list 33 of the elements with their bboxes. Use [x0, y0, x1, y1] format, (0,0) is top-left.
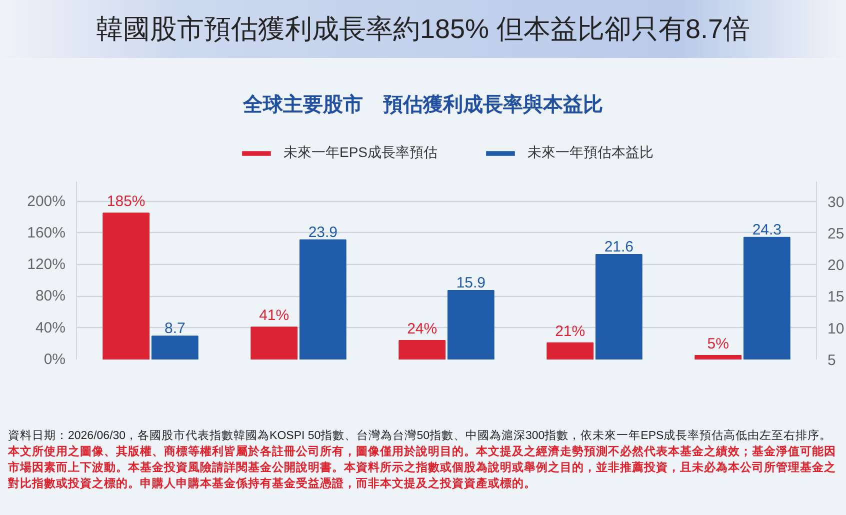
bar [102, 212, 150, 360]
data-label: 21% [555, 322, 586, 340]
y2-tick-label: 25 [828, 225, 844, 242]
y-tick-label: 80% [35, 288, 66, 305]
text: 本文所使用之圖像、其版權、商標等權利皆屬於各註冊公司所有，圖像僅用於說明目的。本文提及之經濟走勢預測不必然代表本基金之績效；基金淨值可能因市場因素而上下波動。本基金投資風險請詳閱基金公開說明書。本資料所示之指數或個股為說明或舉例之目的，並非推薦投資，且未必為本公司所管理基金之對比指數或投資之標的。申購人申購本基金係持有基金受益憑證，而非本文提及之投資資產或標的。 [8, 444, 837, 492]
chart-subtitle: 全球主要股市 預估獲利成長率與本益比 [243, 94, 603, 116]
y2-tick-label: 5 [828, 352, 836, 369]
y-tick-label: 200% [27, 192, 66, 210]
data-label: 15.9 [456, 274, 486, 292]
data-label: 24.3 [752, 221, 782, 238]
legend-label: 未來一年預估本益比 [528, 144, 654, 162]
chart-title: 韓國股市預估獲利成長率約185% 但本益比卻只有8.7倍 [96, 13, 750, 46]
data-label: 23.9 [308, 224, 338, 241]
data-label: 21.6 [604, 238, 634, 256]
y2-tick-label: 30 [828, 194, 844, 211]
y2-tick-label: 10 [828, 320, 844, 338]
text: 資料日期：2026/06/30，各國股市代表指數韓國為KOSPI 50指數、台灣為台灣50指數、中國為滬深300指數，依未來一年EPS成長率預估高低由左至右排序。 [8, 428, 833, 444]
y-tick-label: 160% [27, 224, 66, 242]
y2-tick-label: 15 [828, 288, 844, 306]
bar [694, 355, 742, 360]
data-label: 8.7 [164, 320, 186, 338]
y2-tick-label: 20 [828, 257, 844, 274]
data-label: 24% [407, 320, 438, 338]
data-label: 41% [259, 307, 290, 324]
y-tick-label: 0% [44, 351, 66, 368]
data-label: 185% [106, 193, 146, 210]
bar [546, 342, 594, 360]
y-tick-label: 120% [27, 256, 66, 274]
legend-label: 未來一年EPS成長率預估 [283, 144, 438, 162]
bar [250, 326, 298, 360]
bar [398, 340, 446, 360]
data-label: 5% [707, 336, 729, 353]
y-tick-label: 40% [35, 319, 66, 336]
